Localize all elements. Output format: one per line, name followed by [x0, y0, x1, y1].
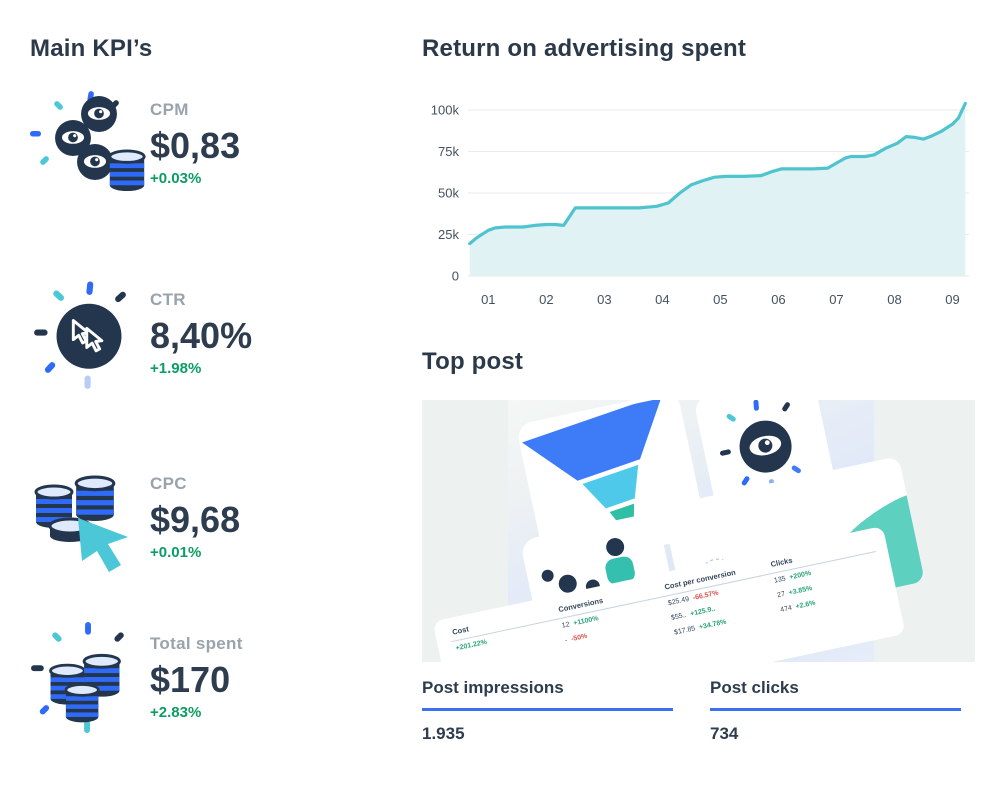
kpi-value: $9,68: [150, 499, 241, 540]
svg-text:07: 07: [829, 292, 843, 307]
svg-text:09: 09: [945, 292, 959, 307]
kpi-text-cpc: CPC $9,68 +0.01%: [148, 462, 240, 561]
kpi-row-cpm: CPM $0,83 +0.03%: [30, 88, 240, 200]
kpi-row-cpc: CPC $9,68 +0.01%: [30, 462, 240, 574]
kpi-delta: +1.98%: [150, 359, 202, 377]
svg-text:100k: 100k: [431, 103, 460, 118]
click-cursor-circle-icon: [34, 281, 126, 389]
kpi-row-ctr: CTR 8,40% +1.98%: [30, 278, 252, 390]
kpi-label: CPM: [150, 100, 189, 119]
kpi-delta: +0.01%: [150, 543, 202, 561]
kpi-value: $0,83: [150, 125, 241, 166]
post-impressions-value: 1.935: [422, 724, 465, 743]
svg-text:02: 02: [539, 292, 553, 307]
coins-with-cursor-icon: [34, 475, 128, 572]
kpi-delta: +2.83%: [150, 703, 202, 721]
svg-text:01: 01: [481, 292, 495, 307]
kpi-label: Total spent: [150, 634, 243, 653]
illustration-collage: Cost Conversions Cost per conversion Clicks…: [432, 400, 975, 662]
kpi-section-title: Main KPI’s: [30, 35, 153, 62]
top-post-title: Top post: [422, 348, 524, 375]
kpi-text-cpm: CPM $0,83 +0.03%: [148, 88, 240, 187]
svg-text:25k: 25k: [438, 227, 459, 242]
post-impressions-stat: Post impressions 1.935: [422, 678, 673, 744]
post-clicks-label: Post clicks: [710, 678, 799, 697]
roas-area-chart: 0 25k 50k 75k 100k 01 02 03 04 05 06 07 08 09: [431, 101, 969, 307]
svg-text:03: 03: [597, 292, 611, 307]
kpi-value: 8,40%: [150, 315, 253, 356]
kpi-label: CTR: [150, 290, 186, 309]
svg-text:05: 05: [713, 292, 727, 307]
svg-text:04: 04: [655, 292, 669, 307]
kpi-value: $170: [150, 659, 231, 700]
kpi-label: CPC: [150, 474, 187, 493]
svg-text:0: 0: [452, 269, 459, 284]
kpi-delta: +0.03%: [150, 169, 202, 187]
post-impressions-label: Post impressions: [422, 678, 564, 697]
post-impressions-underline: [422, 708, 673, 711]
kpi-text-total-spent: Total spent $170 +2.83%: [148, 622, 243, 721]
svg-text:06: 06: [771, 292, 785, 307]
post-clicks-value: 734: [710, 724, 739, 743]
post-clicks-stat: Post clicks 734: [710, 678, 961, 744]
kpi-row-total-spent: Total spent $170 +2.83%: [30, 622, 243, 734]
eyes-and-coins-icon: [30, 91, 146, 193]
svg-text:50k: 50k: [438, 186, 459, 201]
svg-text:08: 08: [887, 292, 901, 307]
metrics-table-card: Cost Conversions Cost per conversion Clicks…: [432, 525, 906, 662]
svg-text:75k: 75k: [438, 144, 459, 159]
post-clicks-underline: [710, 708, 961, 711]
roas-section-title: Return on advertising spent: [422, 35, 747, 62]
top-post-image: Cost Conversions Cost per conversion Clicks…: [422, 400, 975, 662]
coin-stacks-sparkle-icon: [31, 622, 124, 734]
kpi-text-ctr: CTR 8,40% +1.98%: [148, 278, 252, 377]
